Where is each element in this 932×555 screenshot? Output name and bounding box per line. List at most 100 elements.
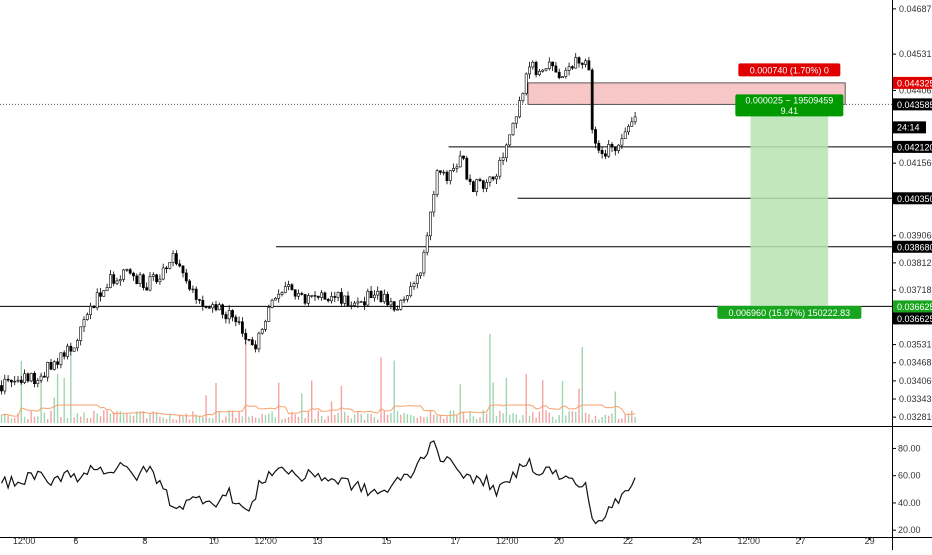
volume-bar (515, 414, 517, 423)
volume-bar (578, 388, 580, 423)
volume-bar (344, 411, 346, 423)
volume-bar (370, 413, 372, 423)
volume-bar (53, 397, 55, 423)
candle-body (6, 378, 10, 381)
volume-bar (340, 385, 343, 423)
candle-body (16, 379, 20, 382)
candle-body (42, 375, 46, 378)
candle-body (69, 345, 73, 352)
candle-body (3, 378, 7, 392)
x-tick-label: 20 (554, 536, 564, 546)
volume-bar (0, 414, 3, 423)
x-tick-label: 12:00 (254, 536, 277, 546)
volume-bar (324, 419, 326, 423)
candle-body (36, 380, 40, 385)
volume-bar (76, 413, 79, 423)
candle-body (346, 295, 350, 307)
volume-bar (248, 416, 250, 423)
volume-bar (522, 415, 524, 423)
candle-body (310, 295, 314, 297)
candle-body (468, 178, 472, 182)
volume-bar (410, 414, 412, 423)
y-tick-label: 0.045315 (899, 49, 932, 59)
candle-body (438, 170, 442, 173)
y-tick-label: 0.044065 (899, 85, 932, 95)
volume-bar (274, 417, 277, 423)
candle-body (128, 269, 132, 274)
volume-bar (561, 380, 564, 423)
volume-bar (436, 415, 438, 423)
level-axis-label: 0.036625 (897, 314, 932, 324)
candle-body (62, 352, 66, 357)
volume-bar (66, 417, 69, 423)
volume-bar (479, 417, 481, 423)
candle-body (564, 70, 568, 77)
candle-body (511, 122, 515, 136)
volume-bar (109, 413, 112, 423)
volume-bar (132, 415, 135, 423)
volume-bar (113, 411, 115, 423)
volume-bar (14, 417, 16, 423)
volume-bar (551, 416, 554, 423)
volume-bar (185, 413, 187, 423)
volume-bar (631, 410, 633, 423)
stop-axis-label: 0.044325 (897, 78, 932, 88)
x-tick-label: 13 (312, 536, 322, 546)
candle-body (181, 265, 185, 274)
volume-bar (581, 347, 583, 423)
volume-bar (383, 411, 385, 423)
candle-body (412, 283, 416, 287)
volume-bar (532, 412, 534, 423)
volume-bar (80, 416, 82, 423)
volume-bar (413, 415, 415, 423)
candle-body (633, 116, 637, 123)
candle-body (188, 280, 192, 290)
volume-bar (162, 417, 164, 423)
volume-bar (439, 414, 442, 423)
candle-body (382, 293, 386, 303)
candle-body (26, 373, 30, 382)
candle-body (178, 263, 182, 267)
candle-body (194, 288, 198, 300)
volume-bar (469, 411, 471, 423)
candle-body (224, 314, 228, 320)
oscillator-tick-label: 20.00 (898, 525, 921, 535)
candle-body (610, 144, 614, 148)
volume-bar (314, 418, 316, 423)
profit-zone (750, 104, 829, 307)
volume-bar (548, 412, 550, 423)
candle-body (524, 73, 528, 94)
candle-body (353, 302, 357, 306)
candle-body (326, 299, 330, 302)
volume-bar (103, 410, 105, 423)
candle-body (349, 305, 353, 307)
candle-body (498, 160, 502, 177)
candle-body (594, 129, 597, 144)
volume-bar (558, 415, 560, 423)
volume-bar (10, 418, 13, 423)
candle-body (471, 181, 475, 192)
candle-body (19, 379, 23, 383)
volume-bar (482, 410, 484, 423)
candle-body (221, 304, 225, 315)
volume-bar (584, 412, 587, 423)
candle-body (316, 295, 320, 298)
volume-bar (588, 414, 590, 423)
volume-bar (119, 411, 121, 423)
volume-bar (353, 414, 356, 423)
volume-bar (106, 410, 108, 423)
candle-body (419, 272, 423, 276)
volume-bar (146, 418, 148, 423)
oscillator (0, 440, 636, 525)
candle-body (366, 290, 370, 306)
candle-body (415, 275, 419, 284)
volume-bar (37, 416, 39, 423)
candle-body (399, 299, 403, 310)
volume-bar (165, 418, 168, 423)
candle-body (112, 274, 116, 284)
volume-bar (386, 414, 389, 423)
volume-bar (235, 417, 237, 423)
volume-bar (443, 418, 445, 423)
volume-bar (512, 413, 514, 423)
